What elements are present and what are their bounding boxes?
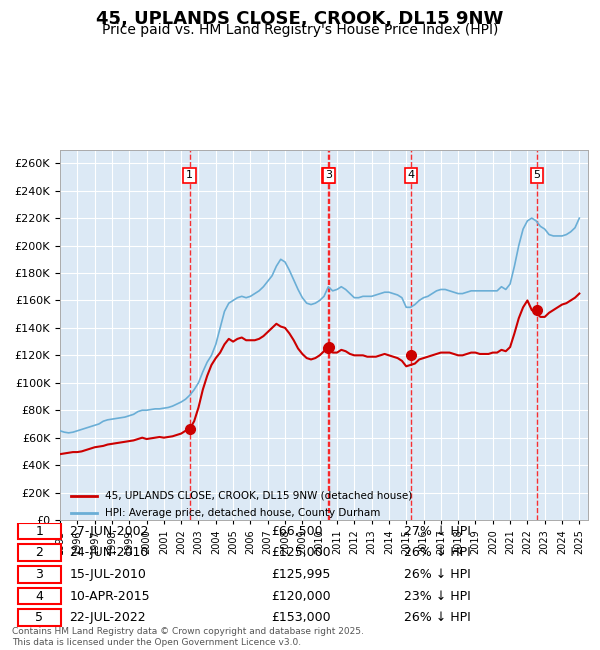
Text: 3: 3 [35, 568, 43, 581]
Text: 26% ↓ HPI: 26% ↓ HPI [404, 611, 470, 624]
FancyBboxPatch shape [18, 523, 61, 540]
Text: 22-JUL-2022: 22-JUL-2022 [70, 611, 146, 624]
Text: 2: 2 [325, 170, 332, 181]
FancyBboxPatch shape [18, 588, 61, 604]
Text: 45, UPLANDS CLOSE, CROOK, DL15 9NW (detached house): 45, UPLANDS CLOSE, CROOK, DL15 9NW (deta… [105, 491, 412, 500]
Text: 24-JUN-2010: 24-JUN-2010 [70, 546, 149, 559]
FancyBboxPatch shape [18, 566, 61, 583]
Text: 3: 3 [326, 170, 332, 181]
Text: 27% ↓ HPI: 27% ↓ HPI [404, 525, 470, 538]
Text: 26% ↓ HPI: 26% ↓ HPI [404, 546, 470, 559]
Text: 1: 1 [35, 525, 43, 538]
Text: 1: 1 [186, 170, 193, 181]
Text: 5: 5 [35, 611, 43, 624]
Text: 15-JUL-2010: 15-JUL-2010 [70, 568, 146, 581]
Text: HPI: Average price, detached house, County Durham: HPI: Average price, detached house, Coun… [105, 508, 380, 517]
Text: 4: 4 [35, 590, 43, 603]
Text: £153,000: £153,000 [271, 611, 331, 624]
Text: Contains HM Land Registry data © Crown copyright and database right 2025.
This d: Contains HM Land Registry data © Crown c… [12, 627, 364, 647]
Text: 4: 4 [407, 170, 415, 181]
FancyBboxPatch shape [18, 609, 61, 626]
Text: £120,000: £120,000 [271, 590, 331, 603]
Text: £125,000: £125,000 [271, 546, 331, 559]
Text: Price paid vs. HM Land Registry's House Price Index (HPI): Price paid vs. HM Land Registry's House … [102, 23, 498, 37]
FancyBboxPatch shape [18, 544, 61, 561]
Text: £125,995: £125,995 [271, 568, 331, 581]
Text: 26% ↓ HPI: 26% ↓ HPI [404, 568, 470, 581]
Text: 27-JUN-2002: 27-JUN-2002 [70, 525, 149, 538]
Text: 2: 2 [35, 546, 43, 559]
Text: £66,500: £66,500 [271, 525, 323, 538]
Text: 5: 5 [533, 170, 541, 181]
Text: 10-APR-2015: 10-APR-2015 [70, 590, 150, 603]
Text: 45, UPLANDS CLOSE, CROOK, DL15 9NW: 45, UPLANDS CLOSE, CROOK, DL15 9NW [97, 10, 503, 28]
Text: 23% ↓ HPI: 23% ↓ HPI [404, 590, 470, 603]
